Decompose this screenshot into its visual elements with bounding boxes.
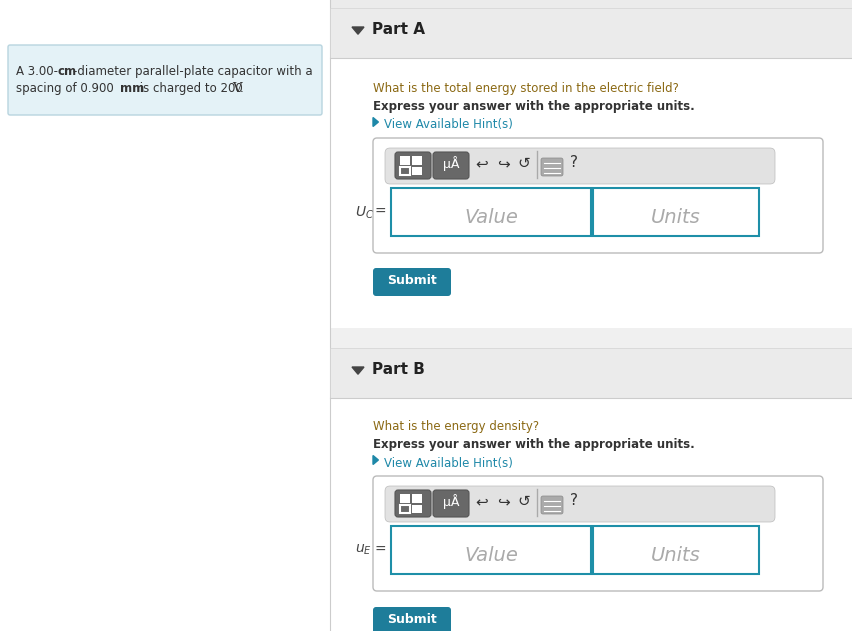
Text: ↺: ↺ — [518, 156, 531, 171]
Bar — [330, 58, 852, 328]
Bar — [330, 398, 852, 631]
Text: $u_E$: $u_E$ — [355, 543, 372, 557]
Bar — [412, 156, 422, 165]
Text: Value: Value — [464, 546, 518, 565]
Text: Units: Units — [651, 546, 701, 565]
Text: μÅ: μÅ — [443, 156, 459, 171]
Text: Express your answer with the appropriate units.: Express your answer with the appropriate… — [373, 438, 694, 451]
Text: $U_C$: $U_C$ — [355, 205, 374, 221]
Polygon shape — [352, 27, 364, 34]
FancyBboxPatch shape — [541, 496, 563, 514]
Text: -diameter parallel-plate capacitor with a: -diameter parallel-plate capacitor with … — [73, 65, 313, 78]
Text: cm: cm — [57, 65, 76, 78]
Bar — [400, 505, 410, 513]
Bar — [400, 167, 410, 175]
Polygon shape — [373, 456, 378, 464]
Bar — [400, 156, 410, 165]
Text: ↺: ↺ — [518, 494, 531, 509]
Text: .: . — [240, 82, 244, 95]
Bar — [400, 494, 410, 503]
Bar — [0, 0, 330, 631]
FancyBboxPatch shape — [373, 268, 451, 296]
Text: A 3.00-: A 3.00- — [16, 65, 58, 78]
Text: Value: Value — [464, 208, 518, 227]
Text: What is the total energy stored in the electric field?: What is the total energy stored in the e… — [373, 82, 679, 95]
FancyBboxPatch shape — [373, 138, 823, 253]
Text: Part B: Part B — [372, 362, 425, 377]
Bar — [412, 494, 422, 503]
Text: ?: ? — [570, 493, 578, 508]
Polygon shape — [352, 367, 364, 374]
Bar — [593, 526, 759, 574]
Text: Express your answer with the appropriate units.: Express your answer with the appropriate… — [373, 100, 694, 113]
FancyBboxPatch shape — [373, 607, 451, 631]
Bar — [391, 526, 591, 574]
Text: =: = — [374, 543, 386, 557]
Text: Submit: Submit — [387, 274, 437, 287]
Bar — [330, 348, 852, 398]
Bar — [391, 188, 591, 236]
FancyBboxPatch shape — [385, 486, 775, 522]
Text: Units: Units — [651, 208, 701, 227]
Bar — [412, 505, 422, 513]
Bar — [330, 328, 852, 348]
FancyBboxPatch shape — [8, 45, 322, 115]
Text: ↩: ↩ — [475, 494, 488, 509]
Text: mm: mm — [120, 82, 144, 95]
FancyBboxPatch shape — [373, 476, 823, 591]
Text: Part A: Part A — [372, 22, 425, 37]
FancyBboxPatch shape — [395, 490, 431, 517]
FancyBboxPatch shape — [541, 158, 563, 176]
FancyBboxPatch shape — [385, 148, 775, 184]
Text: ↪: ↪ — [498, 156, 510, 171]
Text: =: = — [374, 205, 386, 219]
Text: is charged to 200: is charged to 200 — [136, 82, 246, 95]
Bar — [330, 0, 852, 631]
Bar — [593, 188, 759, 236]
Bar — [330, 0, 852, 8]
FancyBboxPatch shape — [433, 152, 469, 179]
FancyBboxPatch shape — [433, 490, 469, 517]
Text: View Available Hint(s): View Available Hint(s) — [384, 457, 513, 470]
Text: Submit: Submit — [387, 613, 437, 626]
Bar — [330, 8, 852, 58]
Polygon shape — [373, 117, 378, 126]
Text: μÅ: μÅ — [443, 494, 459, 509]
Text: V: V — [232, 82, 242, 95]
Text: ?: ? — [570, 155, 578, 170]
Text: What is the energy density?: What is the energy density? — [373, 420, 539, 433]
Text: spacing of 0.900: spacing of 0.900 — [16, 82, 118, 95]
FancyBboxPatch shape — [395, 152, 431, 179]
Text: ↪: ↪ — [498, 494, 510, 509]
Bar — [412, 167, 422, 175]
Text: ↩: ↩ — [475, 156, 488, 171]
Text: View Available Hint(s): View Available Hint(s) — [384, 118, 513, 131]
